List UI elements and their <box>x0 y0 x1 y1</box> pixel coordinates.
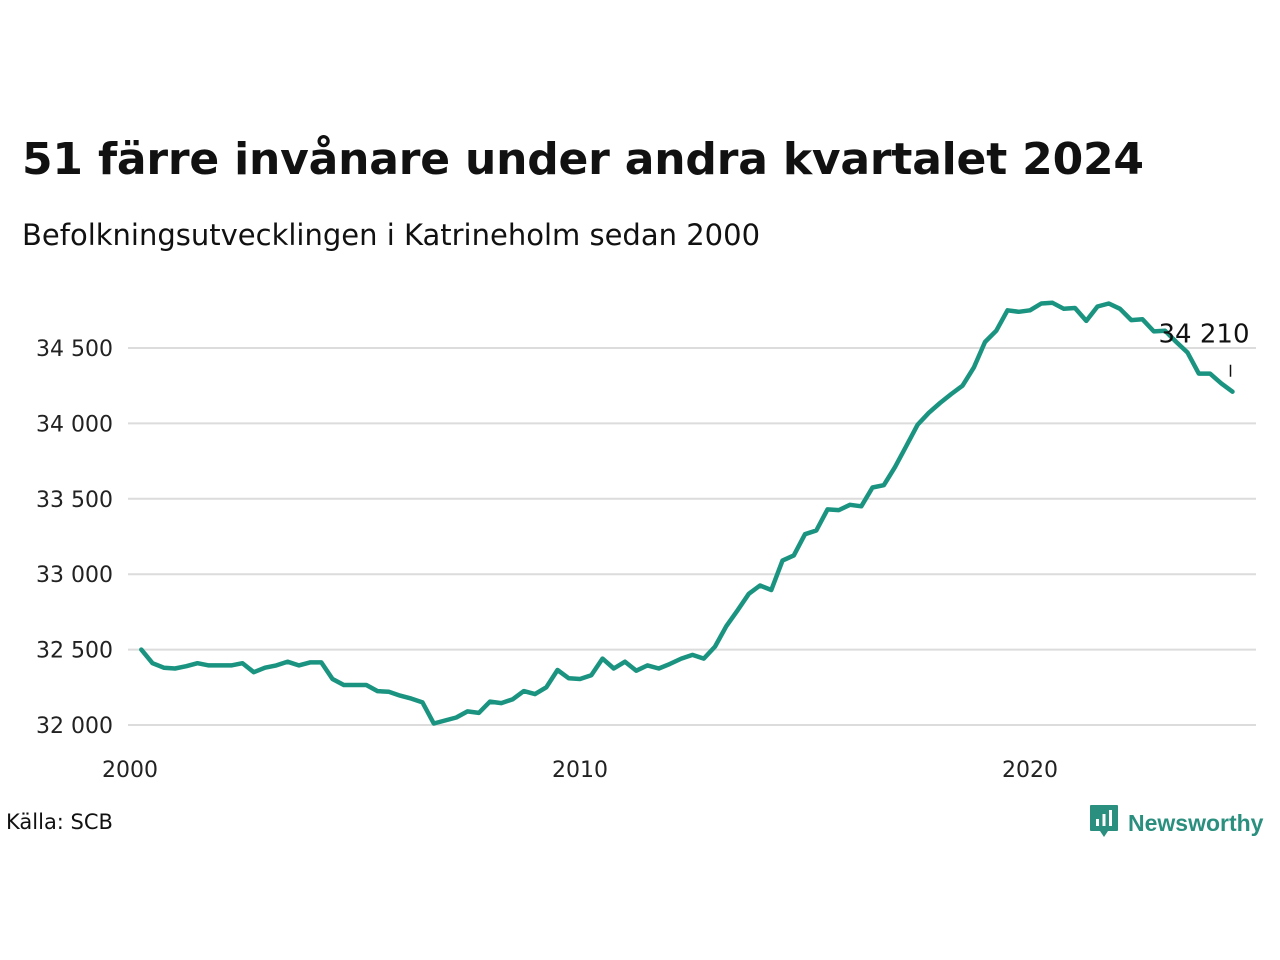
series-line-population <box>139 300 1235 726</box>
gridlines <box>128 347 1256 726</box>
x-tick-label: 2020 <box>1002 758 1058 783</box>
y-tick-label: 33 000 <box>36 563 113 588</box>
x-tick-label: 2000 <box>102 758 158 783</box>
y-tick-label: 32 500 <box>36 639 113 664</box>
newsworthy-logo-icon <box>1088 803 1120 843</box>
y-tick-label: 32 000 <box>36 714 113 739</box>
source-note: Källa: SCB <box>6 810 113 834</box>
chart-subtitle: Befolkningsutvecklingen i Katrineholm se… <box>22 218 761 252</box>
y-tick-label: 34 000 <box>36 412 113 437</box>
x-tick-label: 2010 <box>552 758 608 783</box>
chart-title: 51 färre invånare under andra kvartalet … <box>22 134 1144 185</box>
brand-logo: Newsworthy <box>1088 803 1263 843</box>
y-tick-label: 33 500 <box>36 488 113 513</box>
brand-name: Newsworthy <box>1128 809 1264 836</box>
y-tick-label: 34 500 <box>36 337 113 362</box>
x-axis-ticks: 2000 2010 2020 <box>102 758 1058 783</box>
end-value-label: 34 210 <box>1159 320 1250 350</box>
y-axis-ticks: 32 000 32 500 33 000 33 500 34 000 34 500 <box>36 337 113 739</box>
